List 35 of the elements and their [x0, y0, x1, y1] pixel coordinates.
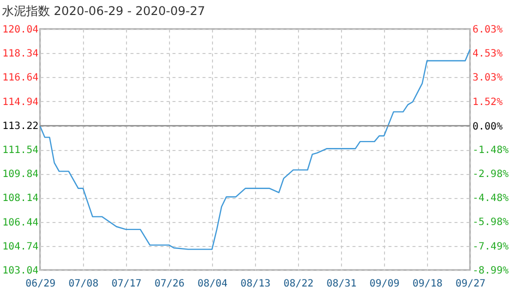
y-tick-label: 113.22 — [2, 121, 38, 132]
y2-tick-label: 4.53% — [472, 48, 503, 60]
y2-tick-label: 0.00% — [472, 121, 503, 132]
y2-tick-label: -8.99% — [472, 266, 509, 276]
y-tick-label: 109.84 — [2, 169, 38, 180]
x-tick-label: 09/09 — [369, 278, 400, 290]
x-tick-label: 08/22 — [283, 278, 314, 290]
y-tick-label: 104.74 — [2, 241, 38, 252]
line-series — [39, 48, 471, 250]
y-tick-label: 106.44 — [2, 217, 38, 228]
y-tick-label: 116.64 — [2, 72, 38, 84]
y-tick-label: 114.94 — [2, 96, 38, 108]
y2-tick-label: 1.52% — [472, 96, 503, 108]
y2-tick-label: 6.03% — [472, 24, 503, 36]
y2-tick-label: -2.98% — [472, 169, 509, 180]
chart-title: 水泥指数 2020-06-29 - 2020-09-27 — [2, 4, 206, 18]
x-tick-label: 08/04 — [197, 278, 228, 290]
y2-tick-label: -7.49% — [472, 241, 509, 252]
y2-tick-label: 3.03% — [472, 72, 503, 84]
x-tick-label: 07/17 — [111, 278, 142, 290]
x-tick-label: 06/29 — [25, 278, 56, 290]
y-tick-label: 120.04 — [2, 24, 38, 36]
x-tick-label: 07/26 — [154, 278, 185, 290]
y-tick-label: 108.14 — [2, 193, 38, 204]
x-tick-label: 09/27 — [455, 278, 486, 290]
y-tick-label: 111.54 — [2, 145, 38, 156]
x-tick-label: 09/18 — [412, 278, 443, 290]
y-tick-label: 103.04 — [2, 266, 38, 276]
y2-tick-label: -4.48% — [472, 193, 509, 204]
x-tick-label: 08/31 — [326, 278, 357, 290]
x-tick-label: 07/08 — [68, 278, 99, 290]
y2-tick-label: -1.48% — [472, 145, 509, 156]
x-tick-label: 08/13 — [240, 278, 271, 290]
y2-tick-label: -5.98% — [472, 217, 509, 228]
y-tick-label: 118.34 — [2, 48, 38, 60]
